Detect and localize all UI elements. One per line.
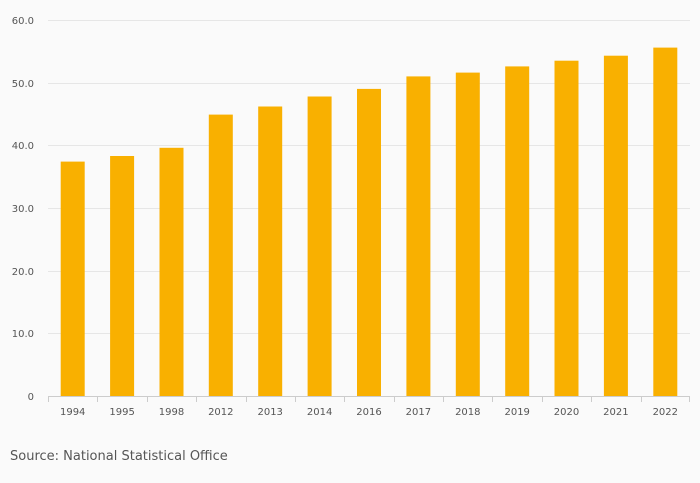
x-axis-tick-labels: 1994 1995 1998 2012 2013 2014 2016 2017 2018 2019… xyxy=(60,407,678,418)
x-axis-ticks xyxy=(48,396,690,402)
x-tick-label: 1998 xyxy=(159,407,184,418)
x-tick-label: 2022 xyxy=(653,407,678,418)
bar-2016 xyxy=(357,88,381,397)
bar-2018 xyxy=(455,72,480,396)
y-tick-label: 30.0 xyxy=(12,204,34,215)
y-tick-label: 10.0 xyxy=(12,329,34,340)
bar-2020 xyxy=(554,60,579,396)
y-tick-label: 40.0 xyxy=(12,141,34,152)
y-axis-tick-labels: 0 10.0 20.0 30.0 40.0 50.0 60.0 xyxy=(12,16,34,403)
y-tick-label: 60.0 xyxy=(12,16,34,27)
bar-2014 xyxy=(307,96,332,396)
bar-2013 xyxy=(258,106,283,396)
x-tick-label: 2020 xyxy=(554,407,579,418)
bar-chart: 0 10.0 20.0 30.0 40.0 50.0 60.0 1994 1995 1998 20… xyxy=(12,16,690,418)
x-tick-label: 1994 xyxy=(60,407,85,418)
bar-1994 xyxy=(60,161,85,396)
y-tick-label: 20.0 xyxy=(12,267,34,278)
x-tick-label: 2019 xyxy=(504,407,529,418)
x-tick-label: 2021 xyxy=(603,407,628,418)
y-tick-label: 0 xyxy=(28,392,34,403)
bar-2012 xyxy=(208,114,233,396)
bar-1995 xyxy=(110,156,135,396)
x-tick-label: 2013 xyxy=(257,407,282,418)
bar-2022 xyxy=(653,47,678,396)
x-tick-label: 2014 xyxy=(307,407,332,418)
bar-2021 xyxy=(603,55,628,396)
bars xyxy=(60,47,678,397)
bar-2017 xyxy=(406,76,431,397)
x-tick-label: 2016 xyxy=(356,407,381,418)
bar-1998 xyxy=(159,147,184,396)
x-tick-label: 2017 xyxy=(406,407,431,418)
x-tick-label: 2012 xyxy=(208,407,233,418)
x-tick-label: 2018 xyxy=(455,407,480,418)
bar-2019 xyxy=(505,66,530,397)
y-tick-label: 50.0 xyxy=(12,79,34,90)
x-tick-label: 1995 xyxy=(109,407,134,418)
source-note: Source: National Statistical Office xyxy=(10,449,228,464)
